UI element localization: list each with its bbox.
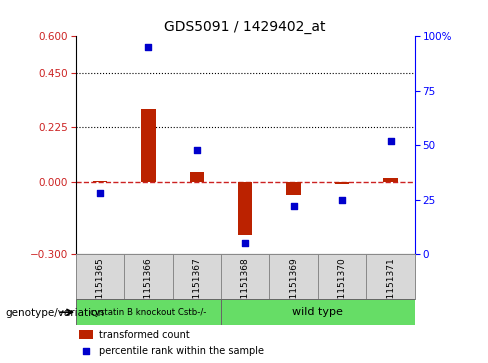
Text: GSM1151366: GSM1151366 (144, 258, 153, 318)
Point (242, 240, 249, 246)
Bar (93, 181, 107, 182)
Bar (189, 172, 204, 182)
Bar (141, 109, 156, 182)
Point (386, 138, 394, 144)
Text: GSM1151367: GSM1151367 (192, 258, 201, 318)
Point (144, 44, 152, 50)
Point (193, 147, 201, 152)
Bar (79, 330, 93, 339)
Point (96, 190, 104, 196)
Text: GSM1151369: GSM1151369 (289, 258, 298, 318)
Bar (238, 182, 252, 235)
Point (334, 266, 342, 272)
Point (290, 203, 298, 209)
Text: GSM1151368: GSM1151368 (241, 258, 250, 318)
Bar (286, 182, 301, 195)
Text: GSM1151365: GSM1151365 (95, 258, 104, 318)
Text: wild type: wild type (292, 307, 344, 317)
Bar (383, 178, 398, 182)
Text: GSM1151370: GSM1151370 (338, 258, 346, 318)
Text: transformed count: transformed count (100, 330, 190, 339)
Text: cystatin B knockout Cstb-/-: cystatin B knockout Cstb-/- (90, 308, 206, 317)
Bar (335, 182, 349, 184)
Text: genotype/variation: genotype/variation (5, 308, 104, 318)
Bar (221, 299, 415, 325)
Text: percentile rank within the sample: percentile rank within the sample (100, 346, 264, 356)
Text: GSM1151371: GSM1151371 (386, 258, 395, 318)
Title: GDS5091 / 1429402_at: GDS5091 / 1429402_at (164, 20, 326, 34)
Point (338, 197, 346, 203)
Bar (76, 299, 221, 325)
